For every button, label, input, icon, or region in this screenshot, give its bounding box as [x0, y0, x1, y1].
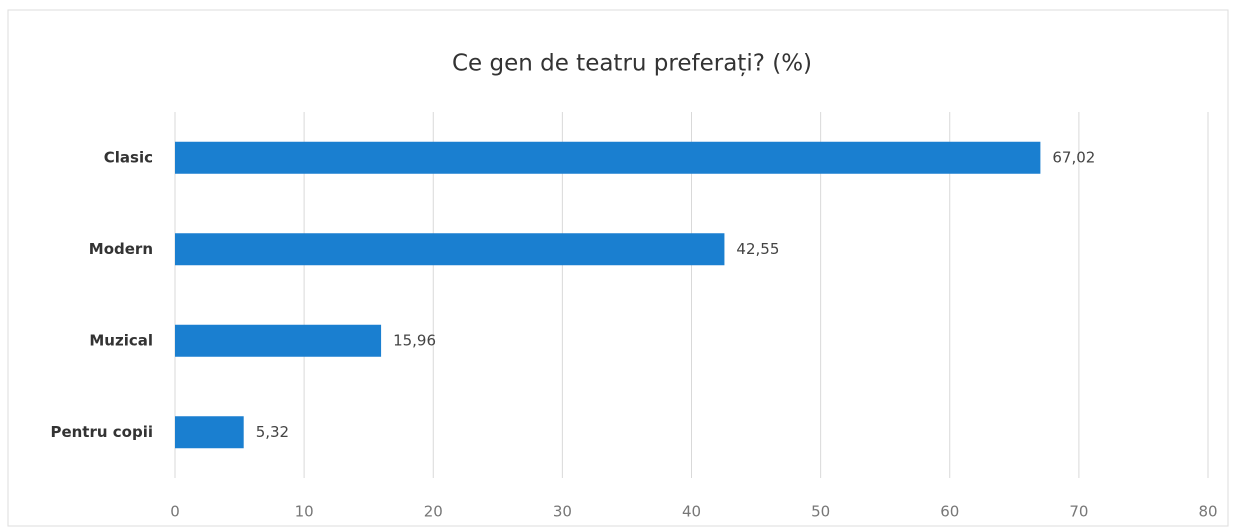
x-tick-label: 80	[1198, 503, 1217, 521]
x-tick-label: 50	[811, 503, 830, 521]
bar	[175, 233, 725, 266]
data-label: 67,02	[1052, 148, 1095, 166]
y-tick-label: Modern	[89, 240, 153, 258]
x-tick-label: 60	[940, 503, 959, 521]
y-tick-label: Muzical	[89, 331, 153, 349]
chart-frame	[7, 9, 1229, 527]
bar	[175, 141, 1041, 174]
x-tick-label: 40	[682, 503, 701, 521]
data-label: 5,32	[256, 423, 289, 441]
bar	[175, 324, 382, 357]
x-tick-label: 0	[170, 503, 180, 521]
x-tick-label: 10	[295, 503, 314, 521]
y-tick-label: Pentru copii	[50, 423, 153, 441]
data-label: 42,55	[736, 240, 779, 258]
chart-title: Ce gen de teatru preferați? (%)	[452, 51, 812, 77]
y-tick-label: Clasic	[104, 148, 153, 166]
x-tick-label: 70	[1069, 503, 1088, 521]
data-label: 15,96	[393, 331, 436, 349]
x-tick-label: 30	[553, 503, 572, 521]
bar	[175, 416, 244, 449]
x-tick-label: 20	[424, 503, 443, 521]
